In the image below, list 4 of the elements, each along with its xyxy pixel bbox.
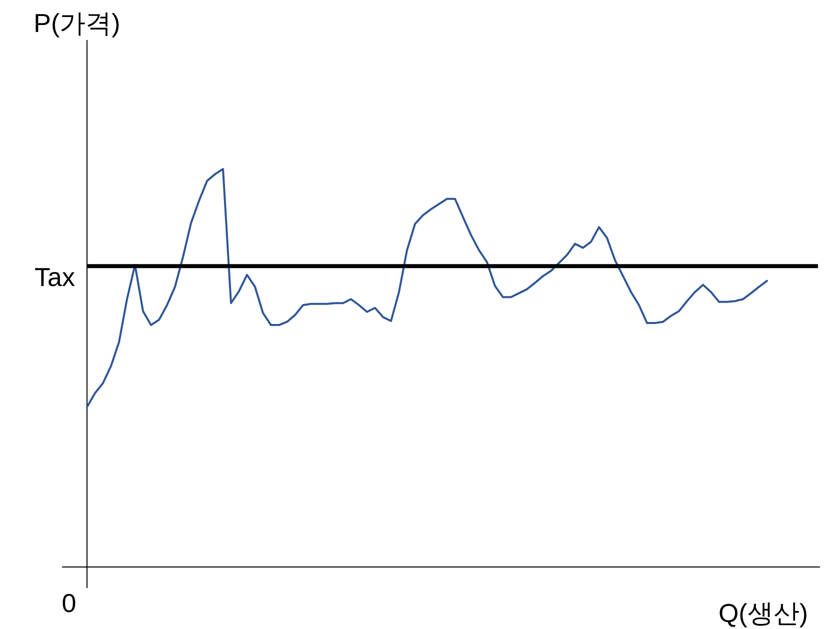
x-axis-title: Q(생산) (718, 598, 808, 628)
text: P(가격) (34, 8, 120, 38)
text: 0 (62, 588, 76, 618)
ref-line-label: Tax (34, 262, 75, 292)
